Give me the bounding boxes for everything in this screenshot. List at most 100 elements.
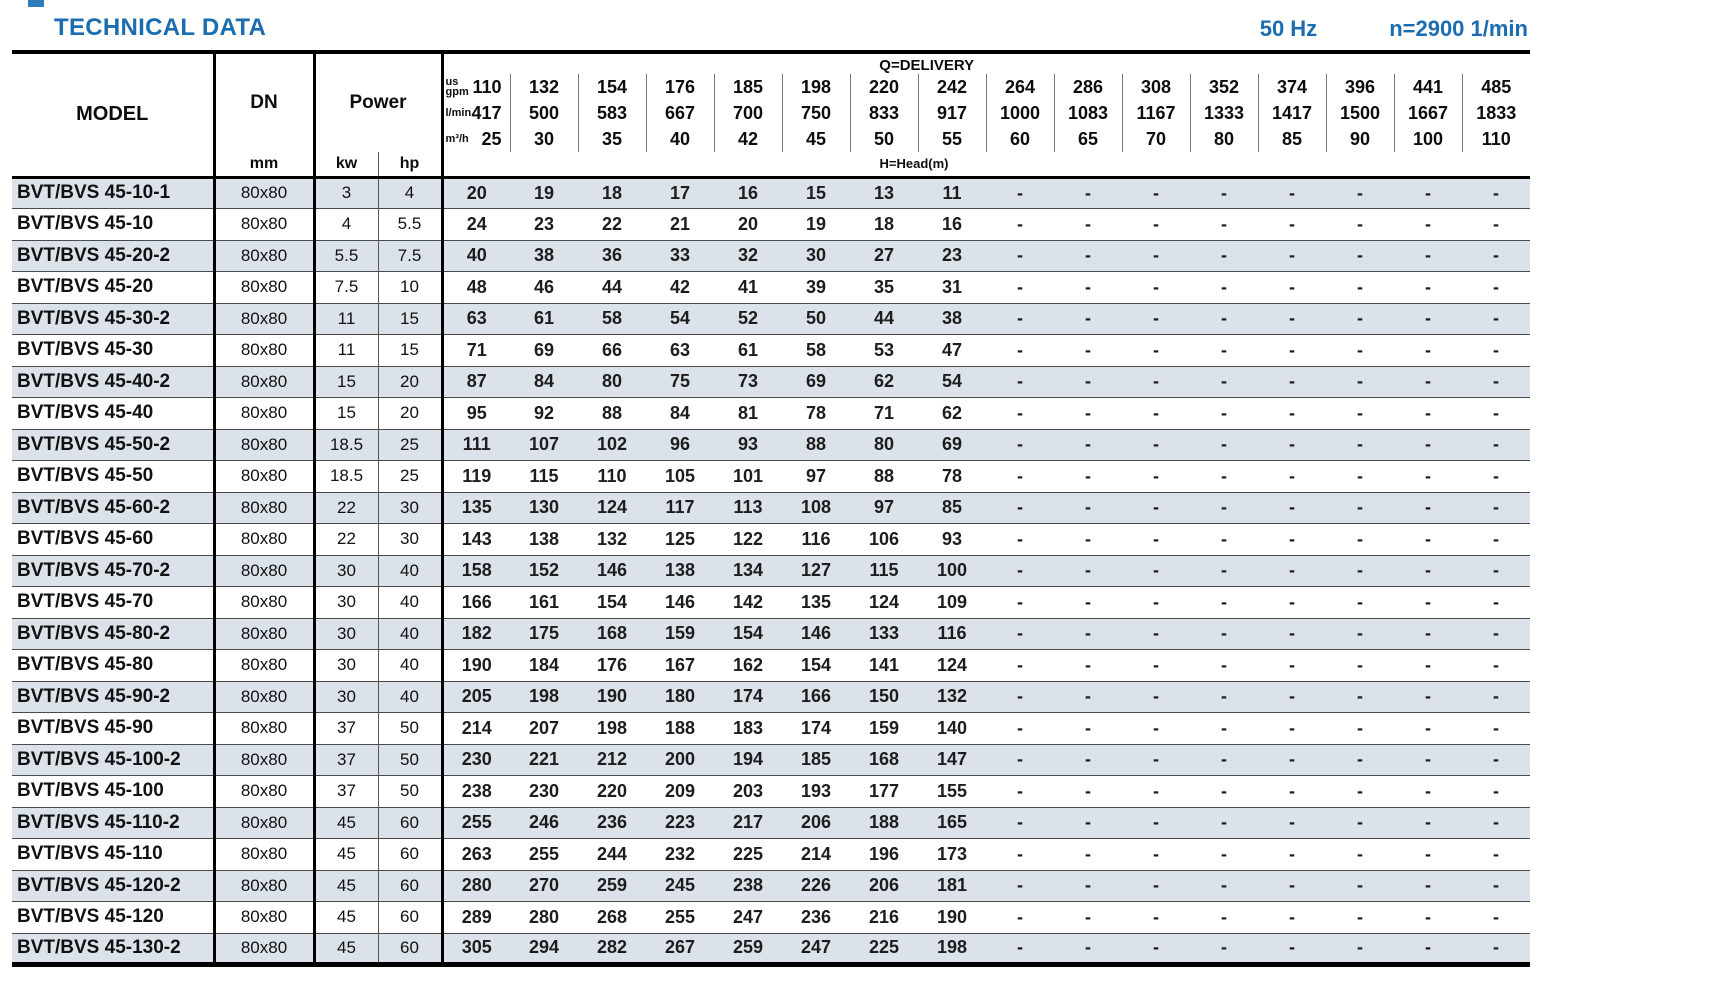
head-value: -: [1394, 680, 1462, 713]
head-unit-label: H=Head(m): [442, 152, 1530, 179]
head-value: 69: [510, 334, 578, 366]
head-value: -: [1258, 743, 1326, 776]
dn-value: 80x80: [212, 208, 316, 240]
head-value: 73: [714, 365, 782, 398]
delivery-value: 220: [849, 74, 918, 100]
head-value: -: [1462, 775, 1530, 807]
head-value: 109: [918, 586, 986, 618]
head-value: 23: [918, 239, 986, 272]
head-value: -: [1054, 806, 1122, 839]
head-value: 40: [442, 239, 510, 272]
model-name: BVT/BVS 45-20: [12, 271, 214, 303]
table-row: BVT/BVS 45-20-2 80x80 5.5 7.5 40 38 36 33 32 30 27…: [12, 239, 1530, 272]
delivery-value: 50: [849, 126, 918, 152]
dn-value: 80x80: [212, 554, 316, 587]
power-kw-value: 4: [314, 208, 378, 240]
head-value: 93: [918, 523, 986, 555]
delivery-value: l/min 417: [442, 100, 510, 126]
head-value: 173: [918, 838, 986, 870]
corner-mark: [28, 0, 44, 7]
head-value: -: [1258, 428, 1326, 461]
head-value: -: [1190, 775, 1258, 807]
head-value: -: [1054, 365, 1122, 398]
power-kw-value: 45: [314, 932, 378, 965]
head-value: -: [986, 397, 1054, 429]
head-value: -: [1122, 806, 1190, 839]
delivery-value-text: 110: [472, 76, 502, 97]
power-hp-value: 40: [377, 554, 444, 587]
head-value: -: [1258, 775, 1326, 807]
head-value: 132: [578, 523, 646, 555]
head-value: -: [986, 334, 1054, 366]
table-row: BVT/BVS 45-120 80x80 45 60 289 280 268 255 247 23…: [12, 901, 1530, 933]
head-value: 181: [918, 869, 986, 902]
head-value: 111: [442, 428, 510, 461]
head-value: -: [1394, 617, 1462, 650]
dn-value: 80x80: [212, 365, 316, 398]
head-value: 174: [714, 680, 782, 713]
head-value: 225: [850, 932, 918, 965]
table-row: BVT/BVS 45-110 80x80 45 60 263 255 244 232 225 21…: [12, 838, 1530, 870]
table-row: BVT/BVS 45-60-2 80x80 22 30 135 130 124 117 113 1…: [12, 491, 1530, 524]
head-value: 75: [646, 365, 714, 398]
head-value: -: [1326, 271, 1394, 303]
head-value: -: [1462, 554, 1530, 587]
head-value: 226: [782, 869, 850, 902]
head-value: 166: [442, 586, 510, 618]
head-value: 130: [510, 491, 578, 524]
model-name: BVT/BVS 45-10: [12, 208, 214, 240]
head-value: -: [1326, 428, 1394, 461]
head-value: -: [1122, 397, 1190, 429]
head-value: 212: [578, 743, 646, 776]
head-value: 116: [782, 523, 850, 555]
head-value: -: [1190, 460, 1258, 492]
head-value: 125: [646, 523, 714, 555]
head-value: 78: [782, 397, 850, 429]
head-value: -: [1462, 365, 1530, 398]
head-value: 88: [578, 397, 646, 429]
head-value: -: [1326, 365, 1394, 398]
head-value: -: [1462, 334, 1530, 366]
table-row: BVT/BVS 45-50-2 80x80 18.5 25 111 107 102 96 93 8…: [12, 428, 1530, 461]
head-value: 100: [918, 554, 986, 587]
head-value: 110: [578, 460, 646, 492]
head-value: 270: [510, 869, 578, 902]
head-value: -: [1326, 617, 1394, 650]
head-value: -: [1054, 743, 1122, 776]
unit-row-lmin: l/min 417 500 583 667 700 750 833 917 1000 1083 116…: [12, 100, 1530, 126]
power-hp-value: 60: [377, 901, 444, 933]
head-value: -: [1122, 523, 1190, 555]
delivery-value: 40: [645, 126, 714, 152]
head-value: 232: [646, 838, 714, 870]
table-row: BVT/BVS 45-40-2 80x80 15 20 87 84 80 75 73 69 62 54…: [12, 365, 1530, 398]
table-row: BVT/BVS 45-70 80x80 30 40 166 161 154 146 142 135…: [12, 586, 1530, 618]
head-value: -: [1326, 586, 1394, 618]
head-value: 18: [578, 177, 646, 209]
head-value: 115: [510, 460, 578, 492]
head-value: 198: [510, 680, 578, 713]
table-row: BVT/BVS 45-40 80x80 15 20 95 92 88 84 81 78 71 62- -…: [12, 397, 1530, 429]
power-hp-value: 60: [377, 806, 444, 839]
model-name: BVT/BVS 45-100-2: [12, 743, 214, 776]
head-value: 61: [714, 334, 782, 366]
head-value: -: [1258, 365, 1326, 398]
head-value: 158: [442, 554, 510, 587]
head-value: -: [986, 365, 1054, 398]
table-row: BVT/BVS 45-100 80x80 37 50 238 230 220 209 203 19…: [12, 775, 1530, 807]
head-value: 152: [510, 554, 578, 587]
power-hp-value: 25: [377, 428, 444, 461]
head-value: -: [1054, 649, 1122, 681]
head-value: 11: [918, 177, 986, 209]
table-row: BVT/BVS 45-70-2 80x80 30 40 158 152 146 138 134 1…: [12, 554, 1530, 587]
power-kw-value: 5.5: [314, 239, 378, 272]
head-value: -: [1394, 775, 1462, 807]
head-value: 21: [646, 208, 714, 240]
head-value: -: [1258, 239, 1326, 272]
head-value: 127: [782, 554, 850, 587]
head-value: -: [1326, 208, 1394, 240]
head-value: -: [1462, 586, 1530, 618]
head-value: 62: [918, 397, 986, 429]
page-title: TECHNICAL DATA: [54, 14, 267, 41]
table-header: MODEL DN Power Q=DELIVERY us gpm 110 132 15…: [12, 52, 1530, 179]
head-value: 159: [850, 712, 918, 744]
